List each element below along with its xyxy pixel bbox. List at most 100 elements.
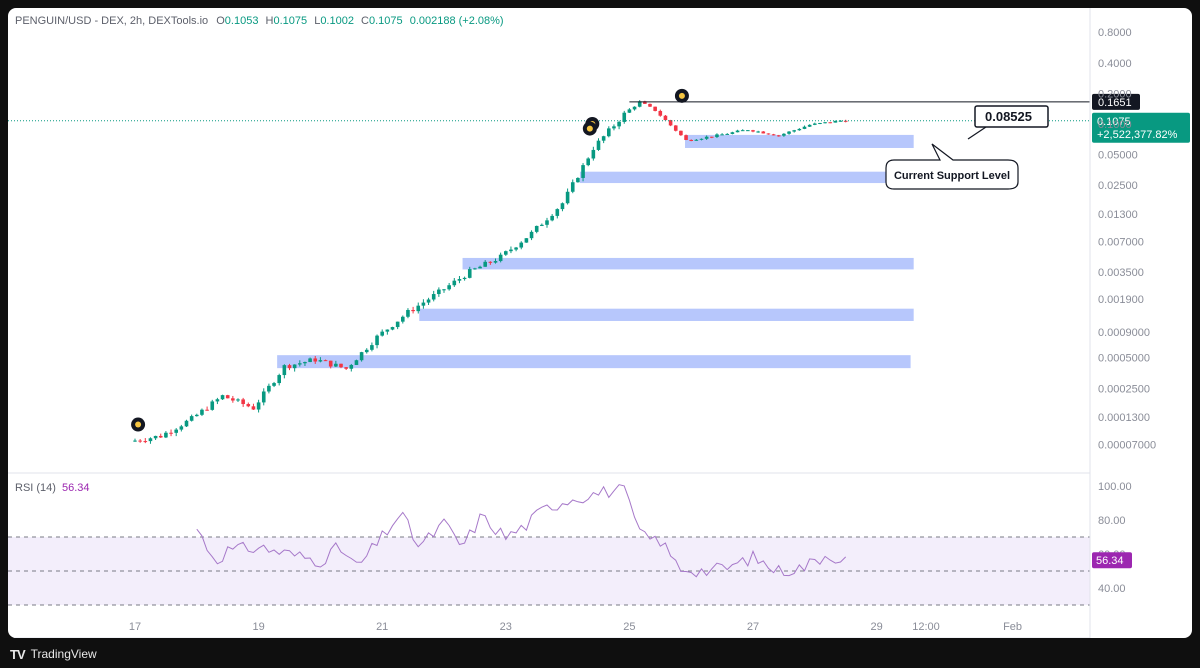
price-tick-label: 0.0001300 — [1098, 412, 1150, 424]
candle-body — [818, 122, 822, 124]
candle-body — [411, 309, 415, 312]
candle-body — [509, 249, 513, 252]
candle-body — [776, 135, 781, 137]
tradingview-logo-icon: TV — [10, 646, 26, 662]
candle-body — [601, 136, 606, 141]
candle-body — [390, 327, 395, 330]
candle-body — [493, 261, 498, 263]
event-marker-core — [586, 125, 593, 132]
price-tick-label: 0.0005000 — [1098, 353, 1150, 365]
candle-body — [668, 120, 673, 126]
candle-body — [576, 177, 580, 183]
candle-body — [782, 133, 786, 136]
candle-body — [395, 321, 400, 328]
candle-body — [251, 406, 256, 410]
candle-body — [740, 130, 745, 132]
candle-body — [452, 280, 457, 286]
candle-body — [267, 385, 271, 392]
rsi-value-badge — [1092, 552, 1132, 569]
support-callout-bubble — [885, 143, 1019, 190]
candle-body — [370, 345, 374, 350]
low-label: L — [314, 15, 321, 27]
price-tick-label: 0.02500 — [1098, 180, 1138, 192]
candle-body — [560, 203, 565, 210]
candle-body — [148, 438, 153, 442]
candle-body — [359, 352, 364, 361]
time-tick-label: 25 — [623, 621, 635, 633]
price-tick-label: 0.1000 — [1098, 119, 1132, 131]
candle-body — [802, 126, 807, 129]
candle-body — [555, 209, 560, 216]
time-tick-label: 27 — [747, 621, 759, 633]
candle-body — [462, 277, 467, 280]
last-price-label: 0.1075 — [1097, 116, 1131, 128]
support-callout-label: Current Support Level — [894, 170, 1010, 182]
candle-body — [246, 404, 251, 407]
time-tick-label: 19 — [252, 621, 264, 633]
candle-body — [838, 120, 843, 122]
candle-body — [581, 165, 585, 178]
candle-body — [169, 432, 173, 434]
last-change-label: +2,522,377.82% — [1097, 129, 1178, 141]
candle-body — [514, 247, 518, 250]
candle-body — [689, 139, 693, 141]
candle-body — [380, 331, 384, 336]
candle-body — [550, 215, 554, 221]
open-value: 0.1053 — [224, 15, 259, 27]
resistance-price-badge — [1092, 93, 1140, 110]
time-tick-label: 12:00 — [912, 621, 940, 633]
candle-body — [179, 426, 184, 430]
tradingview-brand: TradingView — [30, 647, 97, 661]
candle-body — [684, 135, 688, 140]
candle-body — [334, 363, 338, 367]
candle-body — [282, 365, 287, 376]
candle-body — [730, 132, 735, 134]
candle-body — [303, 362, 307, 364]
candle-body — [504, 251, 508, 255]
candle-body — [431, 294, 436, 300]
time-tick-label: 23 — [500, 621, 512, 633]
candle-body — [586, 158, 590, 166]
candle-body — [663, 115, 668, 121]
candle-body — [364, 349, 369, 353]
ohlc-legend: PENGUIN/USD - DEX, 2h, DEXTools.io O0.10… — [15, 15, 504, 27]
candle-body — [725, 133, 730, 135]
candle-body — [437, 289, 441, 295]
candle-body — [298, 363, 302, 365]
symbol-label: PENGUIN/USD - DEX, 2h, DEXTools.io — [15, 15, 209, 27]
price-tick-label: 0.0009000 — [1098, 327, 1150, 339]
chart-canvas[interactable]: 0.16510.1075+2,522,377.82%0.08525Current… — [8, 8, 1192, 638]
candle-body — [797, 128, 802, 131]
candle-body — [236, 399, 240, 401]
candle-body — [534, 225, 539, 232]
price-tick-label: 0.05000 — [1098, 150, 1138, 162]
candle-body — [545, 220, 549, 225]
open-label: O — [216, 15, 225, 27]
candle-body — [648, 103, 652, 107]
candle-body — [313, 358, 318, 362]
candle-body — [694, 139, 699, 141]
candle-body — [406, 309, 410, 317]
price-tick-label: 0.0002500 — [1098, 383, 1150, 395]
candle-body — [627, 109, 632, 113]
candle-body — [138, 440, 142, 442]
candle-body — [807, 124, 812, 127]
price-tick-label: 0.4000 — [1098, 58, 1132, 70]
candle-body — [421, 302, 426, 306]
candle-body — [344, 367, 348, 369]
candle-body — [447, 285, 451, 290]
candle-body — [241, 399, 245, 405]
candle-body — [591, 149, 596, 159]
candle-body — [498, 254, 503, 262]
support-zone — [277, 355, 911, 369]
candle-body — [164, 432, 168, 438]
candle-body — [349, 364, 354, 369]
candle-body — [153, 435, 158, 439]
candle-body — [751, 130, 755, 132]
candle-body — [643, 101, 647, 104]
candle-body — [323, 360, 328, 362]
candle-body — [529, 231, 534, 239]
rsi-tick-label: 40.00 — [1098, 583, 1126, 595]
price-tick-label: 0.00007000 — [1098, 439, 1156, 451]
event-marker-core — [135, 421, 142, 428]
